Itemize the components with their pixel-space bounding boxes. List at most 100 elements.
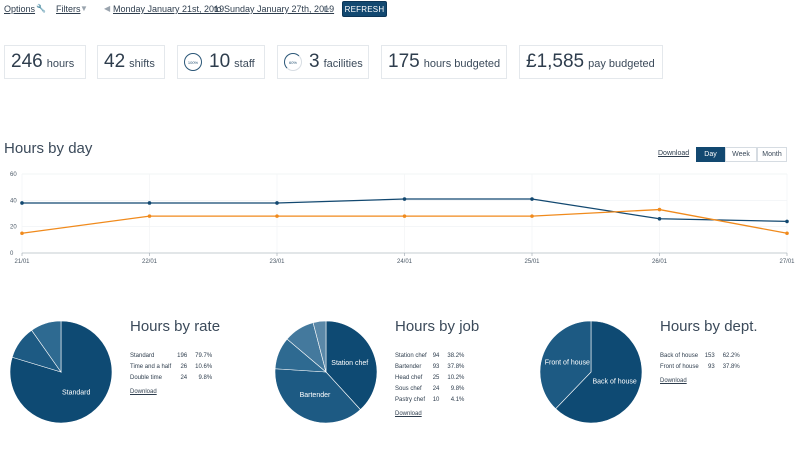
legend-row: Pastry chef 10 4.1% (395, 394, 464, 405)
hours-by-dept-download-link[interactable]: Download (660, 378, 687, 384)
filters-link[interactable]: Filters (56, 4, 81, 14)
refresh-button[interactable]: REFRESH (342, 1, 387, 17)
legend-row: Double time 24 9.8% (130, 372, 212, 383)
stat-value: 42 (104, 51, 126, 72)
filter-icon[interactable]: ▼ (80, 4, 88, 13)
y-tick-label: 40 (10, 198, 17, 204)
y-tick-label: 20 (10, 225, 17, 231)
legend-label: Double time (130, 374, 163, 381)
pie-slice-label: Back of house (592, 379, 636, 386)
stat-value: 246 (11, 51, 43, 72)
next-week-arrow-icon[interactable]: ▶ (324, 4, 331, 13)
series-point (657, 207, 662, 212)
legend-value: 25 (432, 374, 440, 381)
view-week-button[interactable]: Week (725, 147, 757, 162)
stat-pay-budgeted: £1,585 pay budgeted (519, 45, 663, 79)
x-tick-label: 25/01 (524, 259, 540, 265)
hours-by-dept-pie: Back of house Front of house (539, 320, 643, 424)
end-date-link[interactable]: Sunday January 27th, 2019 (224, 4, 335, 14)
legend-label: Pastry chef (395, 396, 426, 403)
prev-week-arrow-icon[interactable]: ◀ (104, 4, 111, 13)
pie-slice-label: Station chef (331, 360, 368, 367)
hours-by-rate-title: Hours by rate (130, 318, 221, 335)
series-point (275, 214, 279, 218)
hours-by-rate-download-link[interactable]: Download (130, 389, 157, 395)
legend-value: 93 (708, 363, 715, 370)
legend-row: Sous chef 24 9.8% (395, 383, 464, 394)
stat-staff: 100% 10 staff (177, 45, 265, 79)
series-point (147, 201, 152, 205)
pie-slice-label: Front of house (545, 359, 590, 366)
legend-label: Head chef (395, 374, 423, 381)
series-point (147, 214, 152, 218)
series-point (657, 216, 662, 221)
stat-unit: hours (46, 58, 75, 70)
legend-label: Back of house (660, 352, 699, 359)
start-date-link[interactable]: Monday January 21st, 2019 (113, 4, 225, 14)
options-link[interactable]: Options (4, 4, 36, 14)
legend-pct: 4.1% (450, 396, 465, 403)
stat-value: 175 (388, 51, 420, 72)
hours-by-job-download-link[interactable]: Download (395, 411, 422, 417)
facilities-ring-icon: 60% (284, 53, 302, 71)
legend-value: 24 (432, 385, 440, 392)
series-point (530, 214, 534, 218)
stat-shifts: 42 shifts (97, 45, 165, 79)
series-point (20, 201, 24, 205)
wrench-icon[interactable]: 🔧 (36, 4, 46, 13)
legend-value: 26 (180, 363, 188, 370)
legend-label: Front of house (660, 363, 699, 370)
stat-hours: 246 hours (4, 45, 86, 79)
pie-slice (274, 368, 361, 424)
legend-label: Time and a half (130, 363, 172, 370)
hours-by-rate-pie: Standard (9, 320, 113, 424)
hours-by-day-download-link[interactable]: Download (658, 150, 690, 157)
series-point (530, 197, 534, 201)
legend-value: 10 (432, 396, 440, 403)
x-tick-label: 21/01 (14, 259, 30, 265)
series-point (275, 201, 279, 205)
pie-slice-label: Bartender (300, 392, 331, 399)
legend-label: Bartender (395, 363, 422, 370)
legend-value: 196 (177, 352, 188, 359)
stat-value: £1,585 (526, 51, 585, 72)
series-point (402, 197, 407, 201)
view-day-button[interactable]: Day (696, 147, 725, 162)
pie-slice (539, 320, 592, 410)
to-label: to (214, 4, 222, 14)
legend-pct: 37.8% (722, 363, 740, 370)
stat-unit: facilities (323, 58, 363, 70)
pie-slice (312, 320, 327, 373)
pie-slice (31, 320, 62, 373)
legend-pct: 62.2% (722, 352, 740, 359)
legend-row: Time and a half 26 10.6% (130, 361, 212, 372)
series-point (785, 231, 789, 236)
stat-unit: pay budgeted (588, 58, 655, 70)
x-tick-label: 22/01 (142, 259, 158, 265)
x-tick-label: 26/01 (652, 259, 668, 265)
legend-row: Standard 196 79.7% (130, 350, 212, 361)
x-tick-label: 23/01 (269, 259, 285, 265)
legend-row: Station chef 94 38.2% (395, 350, 464, 361)
legend-label: Standard (130, 352, 155, 359)
legend-row: Head chef 25 10.2% (395, 372, 464, 383)
legend-row: Back of house 153 62.2% (660, 350, 740, 361)
hours-by-day-title: Hours by day (4, 140, 93, 157)
legend-label: Station chef (395, 352, 427, 359)
pie-slice (555, 320, 643, 424)
stat-unit: staff (234, 58, 255, 70)
legend-pct: 10.2% (447, 374, 465, 381)
pie-slice-label: Standard (62, 389, 91, 396)
x-tick-label: 27/01 (779, 259, 795, 265)
series-point (402, 214, 407, 218)
legend-value: 93 (432, 363, 440, 370)
series-point (785, 219, 789, 224)
hours-by-dept-legend: Back of house 153 62.2% Front of house 93 37… (660, 350, 740, 385)
legend-pct: 38.2% (447, 352, 465, 359)
view-month-button[interactable]: Month (757, 147, 787, 162)
stat-hours-budgeted: 175 hours budgeted (381, 45, 507, 79)
y-tick-label: 0 (10, 251, 14, 257)
series-point (20, 231, 24, 236)
legend-pct: 37.8% (447, 363, 465, 370)
x-tick-label: 24/01 (397, 259, 413, 265)
